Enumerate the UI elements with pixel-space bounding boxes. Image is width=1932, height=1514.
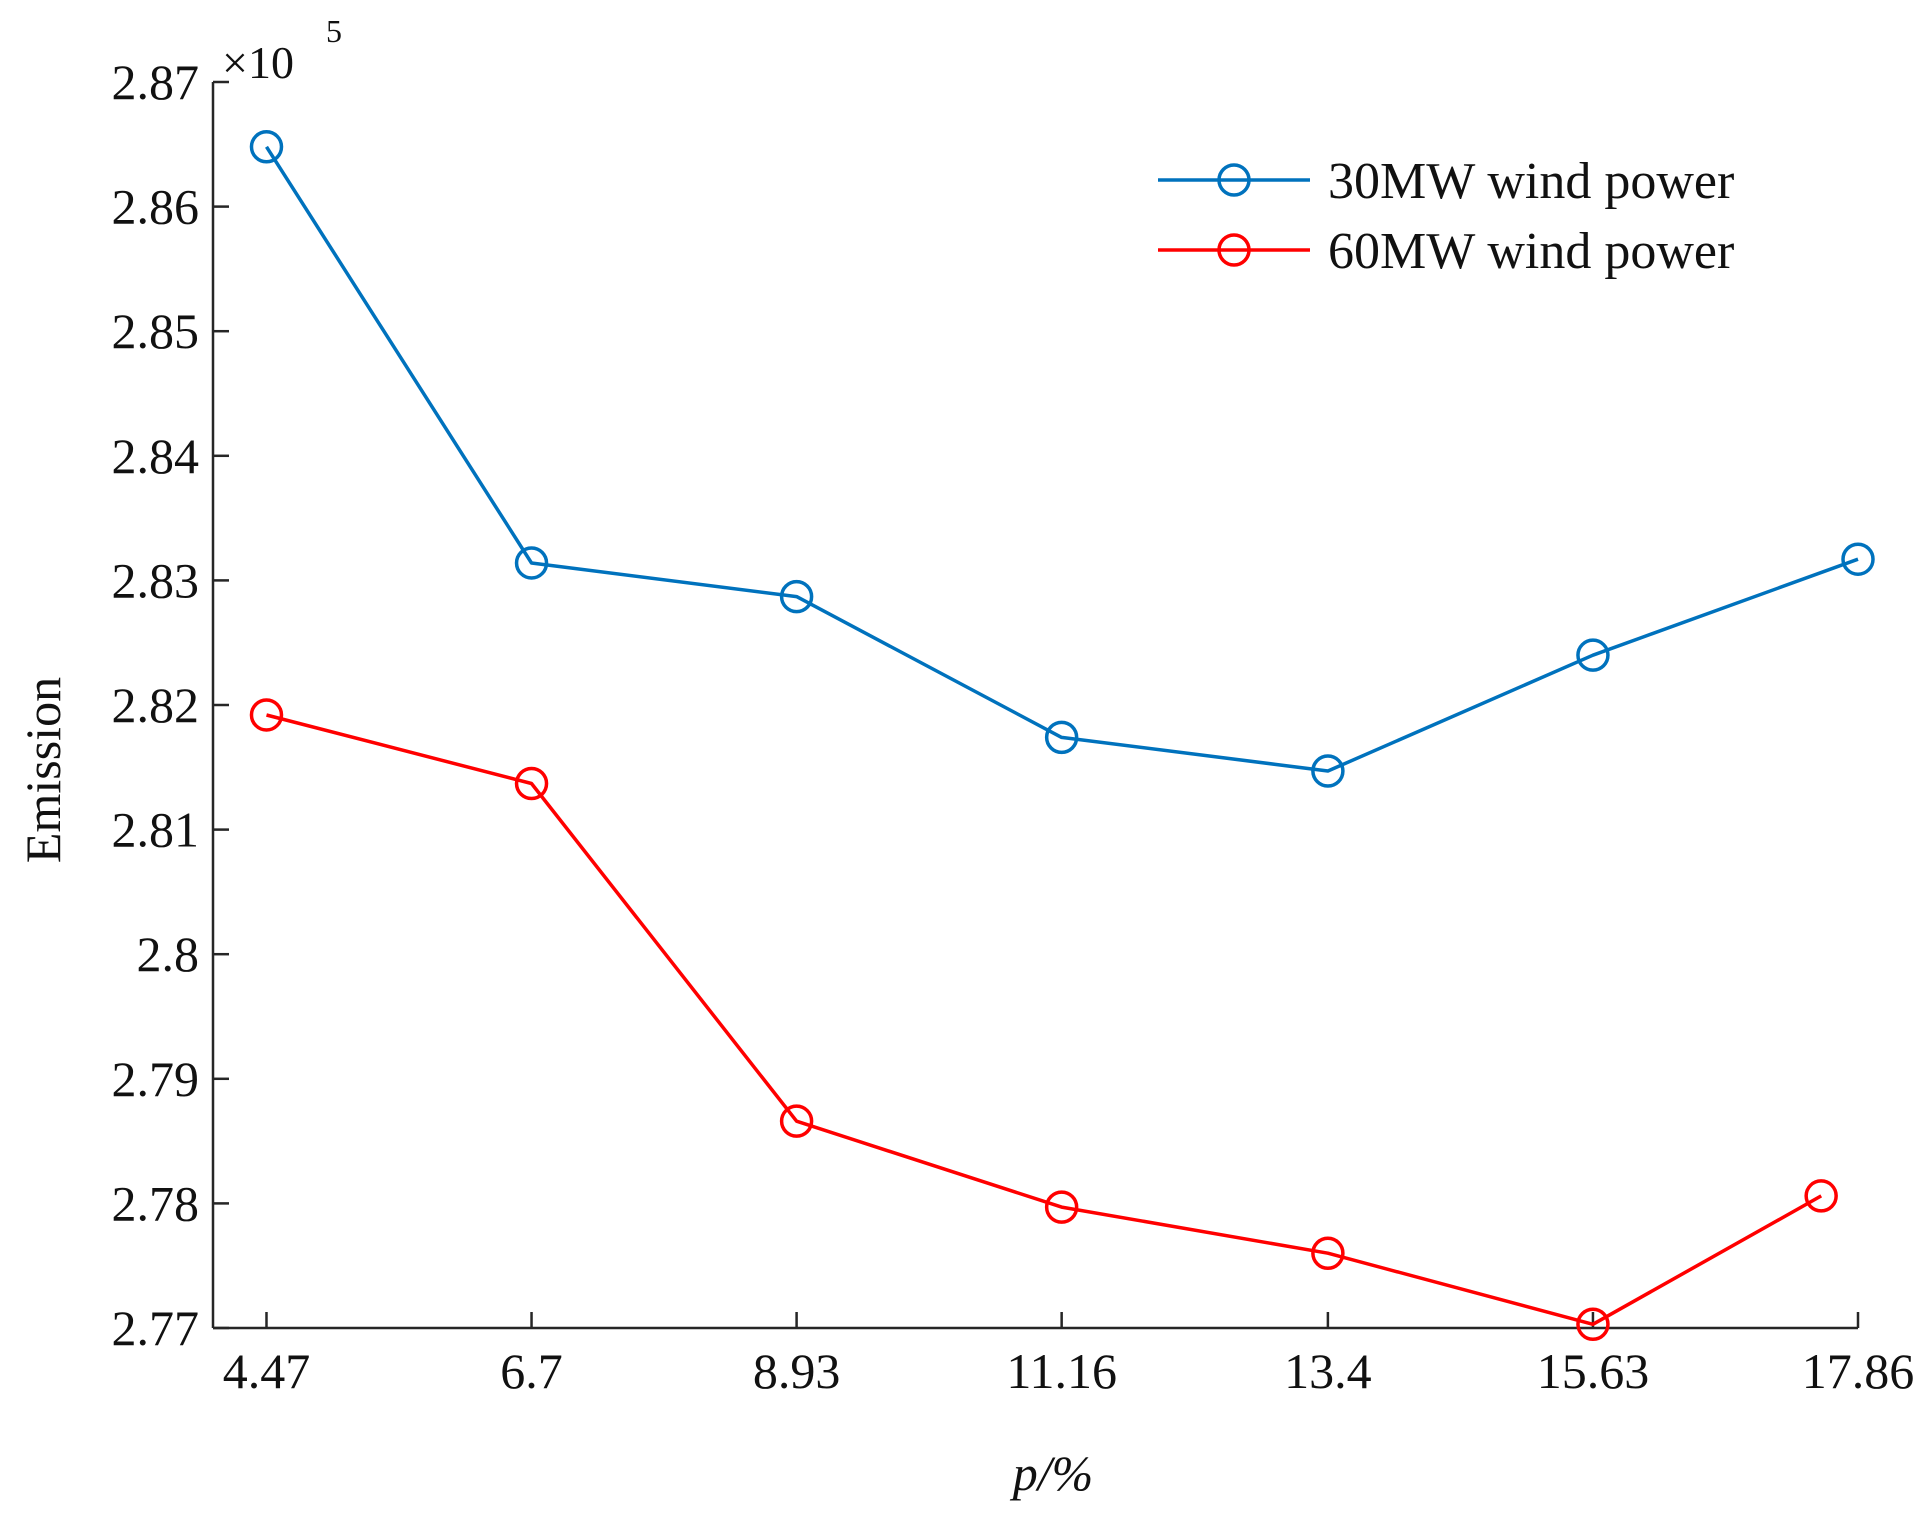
data-point-marker [514, 766, 549, 801]
legend-marker-sample [1217, 163, 1251, 197]
data-point-marker [779, 1104, 814, 1138]
y-tick-label: 2.87 [112, 54, 200, 110]
legend: 30MW wind power 60MW wind power [1158, 153, 1734, 280]
series-line [265, 145, 1859, 773]
y-tick-label: 2.84 [112, 428, 200, 484]
y-tick-label: 2.8 [137, 926, 200, 982]
data-point-marker [249, 130, 284, 164]
y-tick-label: 2.82 [112, 677, 200, 733]
data-point-marker [779, 579, 814, 614]
x-tick-label: 17.86 [1802, 1343, 1915, 1399]
axis-exponent-multiplier: ×10 [222, 37, 294, 88]
x-tick-label: 4.47 [223, 1343, 311, 1399]
data-point-marker [1576, 638, 1610, 672]
series-line [266, 713, 1823, 1327]
data-point-marker [1576, 1307, 1610, 1342]
data-point-marker [1311, 754, 1345, 788]
x-tick-label: 11.16 [1006, 1343, 1117, 1399]
legend-label: 60MW wind power [1328, 223, 1734, 280]
x-tick-label: 13.4 [1284, 1343, 1372, 1399]
y-axis-title: Emission [15, 677, 71, 863]
series-30mw-wind-power [249, 130, 1875, 788]
data-point-marker [1044, 720, 1079, 755]
x-tick-label: 15.63 [1537, 1343, 1650, 1399]
y-tick-label: 2.83 [112, 552, 200, 608]
data-point-marker [249, 698, 284, 732]
series-60mw-wind-power [249, 698, 1838, 1342]
data-point-marker [1311, 1236, 1345, 1270]
axis-exponent: ×10 5 [222, 13, 342, 88]
y-tick-label: 2.79 [112, 1051, 200, 1107]
y-tick-label: 2.78 [112, 1175, 200, 1231]
data-point-marker [1841, 542, 1875, 576]
y-tick-label: 2.81 [112, 802, 200, 858]
y-tick-label: 2.77 [112, 1300, 200, 1356]
x-axis-title: p/% [1010, 1445, 1094, 1501]
y-tick-label: 2.85 [112, 303, 200, 359]
axis-exponent-power: 5 [326, 13, 342, 49]
legend-entry: 30MW wind power [1158, 153, 1734, 210]
data-point-marker [514, 546, 549, 580]
x-tick-label: 6.7 [500, 1343, 563, 1399]
data-point-marker [1044, 1190, 1079, 1224]
legend-marker-sample [1217, 233, 1251, 267]
legend-label: 30MW wind power [1328, 153, 1734, 210]
data-point-marker [1804, 1179, 1838, 1213]
y-tick-label: 2.86 [112, 179, 200, 235]
legend-entry: 60MW wind power [1158, 223, 1734, 280]
axes: 2.77 2.78 2.79 2.8 2.81 2.82 2.83 2.84 2.85 2.86 2… [112, 54, 1915, 1399]
plot-series [249, 130, 1875, 1342]
x-tick-label: 8.93 [753, 1343, 841, 1399]
